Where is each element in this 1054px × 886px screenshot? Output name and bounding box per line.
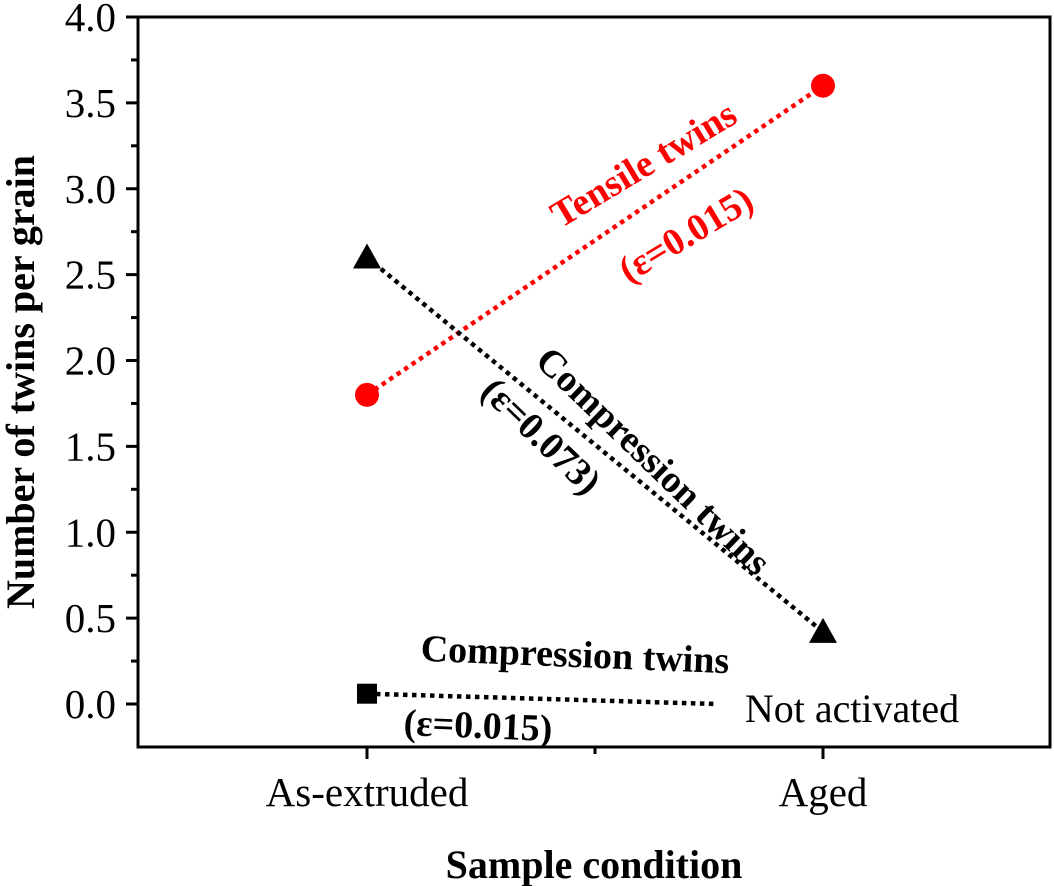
y-axis-title: Number of twins per grain [0, 155, 43, 609]
compression-annotation: Compression twins (ε=0.073) [473, 339, 779, 584]
y-tick-label: 0.0 [65, 681, 116, 727]
tensile-annotation: Tensile twins (ε=0.015) [544, 93, 761, 292]
data-point-triangle [809, 617, 837, 643]
y-tick-label: 3.5 [65, 80, 116, 126]
not-activated-label: Not activated [745, 686, 959, 731]
y-tick-label: 3.0 [65, 166, 116, 212]
x-tick-label: As-extruded [266, 769, 469, 815]
data-point-circle [355, 382, 379, 407]
series-lines [365, 83, 825, 707]
y-tick-label: 0.5 [65, 595, 116, 641]
series-line [365, 83, 825, 397]
y-tick-label: 4.0 [65, 0, 116, 40]
y-tick-label: 1.0 [65, 509, 116, 555]
series-line [366, 691, 717, 707]
y-tick-label: 2.5 [65, 252, 116, 298]
x-tick-label: Aged [779, 769, 868, 815]
x-axis-ticks: As-extruded Aged [266, 747, 868, 815]
compression-low-title: Compression twins [420, 628, 730, 682]
x-axis-title: Sample condition [446, 842, 743, 886]
data-point-triangle [353, 243, 381, 269]
data-point-square [357, 683, 377, 704]
y-tick-label: 1.5 [65, 423, 116, 469]
data-point-circle [811, 73, 835, 98]
compression-low-strain: (ε=0.015) [403, 702, 553, 750]
tensile-strain: (ε=0.015) [612, 179, 761, 292]
series-markers [353, 73, 837, 704]
y-axis-ticks: 0.0 0.5 1.0 1.5 2.0 2.5 3.0 3.5 4.0 [65, 0, 138, 727]
y-tick-label: 2.0 [65, 338, 116, 384]
